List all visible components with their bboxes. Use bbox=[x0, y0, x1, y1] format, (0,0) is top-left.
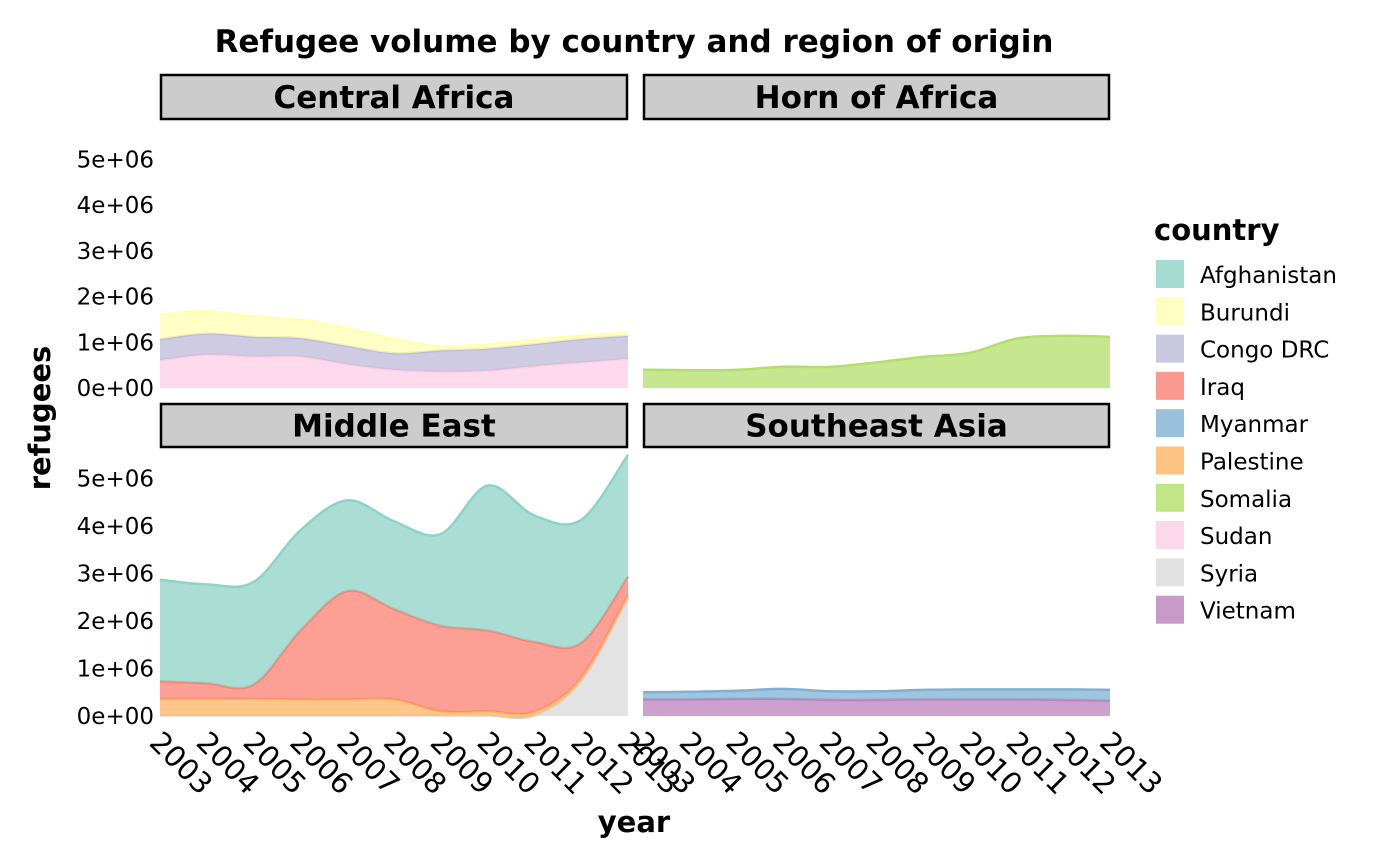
y-tick-label: 4e+06 bbox=[77, 514, 154, 540]
y-axis-title: refugees bbox=[23, 346, 57, 491]
area-horn-of-africa-somalia bbox=[643, 335, 1110, 388]
legend-swatch bbox=[1156, 595, 1184, 624]
y-tick-label: 1e+06 bbox=[77, 657, 154, 683]
legend-item-congo-drc: Congo DRC bbox=[1156, 334, 1329, 364]
area-edge-burundi bbox=[159, 309, 629, 348]
panel-horn-of-africa: Horn of Africa bbox=[642, 73, 1111, 388]
legend-item-afghanistan: Afghanistan bbox=[1156, 260, 1337, 289]
legend-title: country bbox=[1154, 213, 1280, 247]
legend-item-sudan: Sudan bbox=[1156, 521, 1272, 550]
panel-middle-east: Middle East 0e+00 1e+06 2e+06 3e+06 4e+06 5e+0… bbox=[77, 402, 687, 801]
legend-item-palestine: Palestine bbox=[1156, 446, 1304, 476]
panel-southeast-asia: Southeast Asia20032004200520062007200820… bbox=[626, 402, 1169, 801]
area-edge-somalia bbox=[642, 334, 1111, 372]
area-central-africa-sudan bbox=[160, 354, 628, 388]
y-tick-label: 3e+06 bbox=[77, 239, 154, 265]
y-tick-label: 4e+06 bbox=[77, 193, 154, 219]
legend-swatch bbox=[1156, 409, 1184, 438]
legend-label: Palestine bbox=[1200, 450, 1304, 476]
legend-label: Sudan bbox=[1200, 524, 1272, 550]
legend-label: Myanmar bbox=[1200, 412, 1309, 438]
legend: country Afghanistan Burundi Congo DRC Iraq M… bbox=[1154, 213, 1337, 625]
y-tick-label: 0e+00 bbox=[77, 376, 154, 402]
y-tick-label: 5e+06 bbox=[77, 147, 154, 173]
legend-items: Afghanistan Burundi Congo DRC Iraq Myanmar Pa… bbox=[1156, 260, 1337, 625]
strip-horn-of-africa bbox=[642, 73, 1111, 121]
panel-central-africa: Central Africa 0e+00 1e+06 2e+06 3e+06 4e+06 5… bbox=[77, 73, 629, 402]
y-tick-label: 3e+06 bbox=[77, 562, 154, 588]
legend-label: Burundi bbox=[1200, 300, 1290, 326]
strip-label: Southeast Asia bbox=[745, 409, 1008, 445]
y-tick-label: 0e+00 bbox=[77, 704, 154, 730]
legend-swatch bbox=[1156, 260, 1184, 288]
legend-label: Vietnam bbox=[1200, 599, 1296, 625]
area-southeast-asia-myanmar bbox=[643, 688, 1110, 701]
area-middle-east-afghanistan bbox=[160, 454, 628, 689]
x-axis-title: year bbox=[598, 805, 671, 839]
legend-swatch bbox=[1156, 483, 1184, 512]
legend-item-vietnam: Vietnam bbox=[1156, 595, 1296, 625]
area-southeast-asia-vietnam bbox=[643, 698, 1110, 716]
chart-title: Refugee volume by country and region of … bbox=[215, 24, 1054, 60]
legend-label: Somalia bbox=[1200, 487, 1292, 513]
strip-middle-east bbox=[159, 402, 629, 449]
legend-item-somalia: Somalia bbox=[1156, 483, 1292, 513]
legend-label: Syria bbox=[1200, 561, 1258, 587]
legend-item-burundi: Burundi bbox=[1156, 297, 1290, 326]
legend-swatch bbox=[1156, 558, 1184, 587]
legend-label: Congo DRC bbox=[1200, 338, 1329, 364]
legend-label: Iraq bbox=[1200, 375, 1245, 401]
area-edge-afghanistan bbox=[159, 454, 630, 589]
legend-label: Afghanistan bbox=[1200, 263, 1337, 289]
legend-swatch bbox=[1156, 521, 1184, 550]
area-middle-east-palestine bbox=[160, 594, 628, 719]
legend-swatch bbox=[1156, 334, 1184, 363]
strip-label: Horn of Africa bbox=[755, 80, 999, 116]
y-tick-label: 5e+06 bbox=[77, 467, 154, 493]
legend-item-syria: Syria bbox=[1156, 558, 1258, 587]
legend-item-iraq: Iraq bbox=[1156, 371, 1245, 401]
legend-item-myanmar: Myanmar bbox=[1156, 409, 1309, 438]
y-tick-label: 2e+06 bbox=[77, 285, 154, 311]
area-edge-myanmar bbox=[642, 687, 1111, 694]
strip-central-africa bbox=[159, 73, 629, 121]
area-middle-east-syria bbox=[160, 598, 628, 719]
legend-swatch bbox=[1156, 446, 1184, 475]
y-tick-label: 2e+06 bbox=[77, 609, 154, 635]
area-middle-east-iraq bbox=[160, 576, 628, 715]
strip-label: Central Africa bbox=[274, 80, 515, 116]
legend-swatch bbox=[1156, 297, 1184, 326]
y-tick-label: 1e+06 bbox=[77, 330, 154, 356]
strip-southeast-asia bbox=[642, 402, 1111, 449]
area-central-africa-congo-drc bbox=[160, 333, 628, 372]
strip-label: Middle East bbox=[292, 409, 496, 445]
facet-panels: Central Africa 0e+00 1e+06 2e+06 3e+06 4e+06 5… bbox=[77, 73, 1169, 801]
legend-swatch bbox=[1156, 371, 1184, 400]
